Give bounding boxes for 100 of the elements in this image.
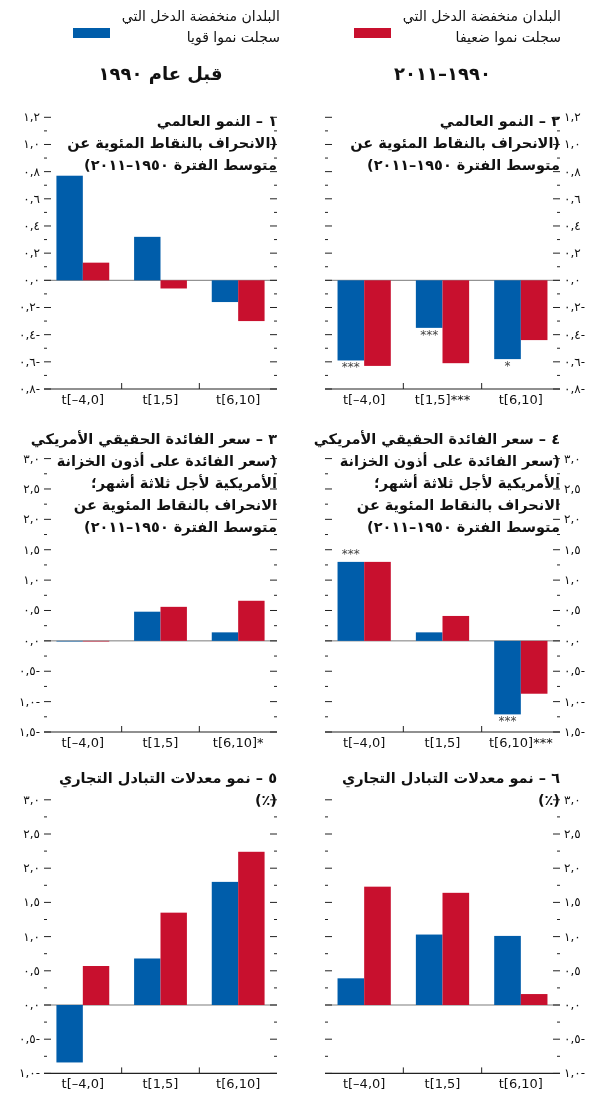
y-tick-label: ٣,٠ xyxy=(22,450,40,468)
x-tick-label: t[1,5] xyxy=(141,735,180,751)
y-tick-label: ٠,٥ xyxy=(564,602,581,620)
y-tick-label: ١,٢ xyxy=(564,109,581,127)
y-tick-label: ٠,٠ xyxy=(564,632,581,650)
y-tick-label: ١,٠ xyxy=(22,136,40,154)
y-tick-label: -٠,٦ xyxy=(564,353,586,371)
y-tick-label: ١,٥ xyxy=(564,894,581,912)
x-tick-label: t[1,5] xyxy=(141,392,180,408)
y-axis-title: (٪) xyxy=(253,791,277,810)
bar xyxy=(160,912,187,1005)
bar xyxy=(82,966,110,1005)
y-tick-label: ١,٠ xyxy=(564,572,581,590)
y-tick-label: ٠,٤ xyxy=(22,217,40,235)
y-tick-label: ٠,٠ xyxy=(564,272,581,290)
y-tick-label: ١,٠ xyxy=(22,572,40,590)
y-axis-title: (الانحراف بالنقاط المئوية عن متوسط الفترة ١٩٥٠–٢٠١١) xyxy=(349,134,560,176)
y-tick-label: -١,٠ xyxy=(564,693,586,711)
x-tick-label: t[–4,0] xyxy=(60,392,106,408)
x-tick-label: t[6,10] xyxy=(215,392,262,408)
bar xyxy=(238,600,265,641)
annotation: *** xyxy=(340,360,361,375)
y-tick-label: ١,٥ xyxy=(564,541,581,559)
x-tick-label: t[1,5]*** xyxy=(413,392,472,408)
y-axis-title: (سعر الفائدة على أذون الخزانة الأمريكية لأجل ثلاثة أشهر؛ الانحراف بالنقاط المئوية عن متوسط الفترة ١٩٥٠–٢٠١١) xyxy=(338,451,560,538)
y-tick-label: ٠,٥ xyxy=(22,602,40,620)
bar xyxy=(238,280,265,322)
bar xyxy=(415,934,443,1005)
x-tick-label: t[–4,0] xyxy=(60,1076,106,1093)
y-tick-label: -٠,٦ xyxy=(17,353,40,371)
x-tick-label: t[6,10]*** xyxy=(487,735,554,751)
legend-label: البلدان منخفضة الدخل التي سجلت نموا ضعيفا xyxy=(401,7,561,48)
y-tick-label: ١,٢ xyxy=(22,109,40,127)
y-tick-label: -٠,٤ xyxy=(564,326,586,344)
y-tick-label: ٠,٠ xyxy=(22,272,40,290)
y-tick-label: ٠,٦ xyxy=(22,190,40,208)
bar xyxy=(134,236,161,281)
chart-subtitle: قبل عام ١٩٩٠ xyxy=(97,62,224,86)
bar xyxy=(494,935,521,1005)
x-tick-label: t[1,5] xyxy=(423,735,462,751)
y-axis-title: (سعر الفائدة على أذون الخزانة الأمريكية لأجل ثلاثة أشهر؛ الانحراف بالنقاط المئوية عن متوسط الفترة ١٩٥٠–٢٠١١) xyxy=(55,451,277,538)
y-tick-label: ٠,٥ xyxy=(22,962,40,980)
y-tick-label: ٠,٢ xyxy=(564,245,581,263)
bar xyxy=(337,561,365,641)
y-tick-label: ١,٠ xyxy=(564,928,581,946)
chart-title: ٤ – سعر الفائدة الحقيقي الأمريكي xyxy=(312,429,560,450)
y-tick-label: ١,٠ xyxy=(22,928,40,946)
y-tick-label: ٢,٥ xyxy=(564,826,581,843)
bar xyxy=(134,611,161,641)
bar xyxy=(520,640,548,694)
x-tick-label: t[6,10] xyxy=(497,1076,544,1093)
y-tick-label: ٠,٠ xyxy=(22,632,40,650)
y-tick-label: ٠,٥ xyxy=(564,962,581,980)
y-tick-label: ٣,٠ xyxy=(564,450,581,468)
y-tick-label: ٢,٥ xyxy=(22,480,40,498)
y-tick-label: -١,٥ xyxy=(17,724,40,741)
y-tick-label: -٠,٥ xyxy=(564,1031,586,1049)
annotation: *** xyxy=(419,327,440,342)
chart-title: ٣ – سعر الفائدة الحقيقي الأمريكي xyxy=(29,429,277,450)
bar xyxy=(442,892,470,1005)
bar xyxy=(211,881,239,1005)
y-tick-label: -١,٠ xyxy=(17,693,40,711)
bar xyxy=(160,280,187,289)
bar xyxy=(442,615,470,641)
y-tick-label: -٠,٨ xyxy=(17,381,40,398)
y-tick-label: -٠,٥ xyxy=(564,663,586,681)
bar xyxy=(238,851,265,1005)
y-tick-label: ٣,٠ xyxy=(564,791,581,809)
y-tick-label: -٠,٢ xyxy=(564,299,586,317)
y-tick-label: ٢,٠ xyxy=(22,860,40,878)
annotation: *** xyxy=(497,714,518,729)
y-tick-label: ٠,٢ xyxy=(22,245,40,263)
chart-title: ١ – النمو العالمي xyxy=(156,113,277,129)
annotation: * xyxy=(503,359,512,374)
x-tick-label: t[6,10] xyxy=(497,392,544,408)
y-axis-title: (٪) xyxy=(536,791,560,810)
bar xyxy=(82,262,110,281)
x-tick-label: t[1,5] xyxy=(141,1076,180,1093)
y-tick-label: -١,٠ xyxy=(17,1065,40,1083)
y-tick-label: ١,٠ xyxy=(564,136,581,154)
y-tick-label: ٠,٨ xyxy=(564,163,581,181)
bar xyxy=(337,978,365,1005)
y-tick-label: ١,٥ xyxy=(22,894,40,912)
bar xyxy=(56,1005,83,1063)
bar xyxy=(364,886,391,1005)
y-tick-label: ٢,٠ xyxy=(564,860,581,878)
bar xyxy=(160,606,187,641)
y-tick-label: -٠,٥ xyxy=(17,663,40,681)
chart-title: ٦ – نمو معدلات التبادل التجاري xyxy=(340,769,560,789)
bar xyxy=(494,640,521,715)
y-tick-label: ٢,٥ xyxy=(564,480,581,498)
bar xyxy=(56,175,83,281)
x-tick-label: t[6,10]* xyxy=(211,735,265,751)
x-tick-label: t[–4,0] xyxy=(60,735,106,751)
y-axis-title: (الانحراف بالنقاط المئوية عن متوسط الفترة ١٩٥٠–٢٠١١) xyxy=(66,134,277,176)
chart-subtitle: ١٩٩٠–٢٠١١ xyxy=(393,62,492,86)
y-tick-label: ٠,٠ xyxy=(564,997,581,1014)
y-tick-label: ١,٥ xyxy=(22,541,40,559)
bar xyxy=(364,561,391,641)
bar xyxy=(520,994,548,1005)
